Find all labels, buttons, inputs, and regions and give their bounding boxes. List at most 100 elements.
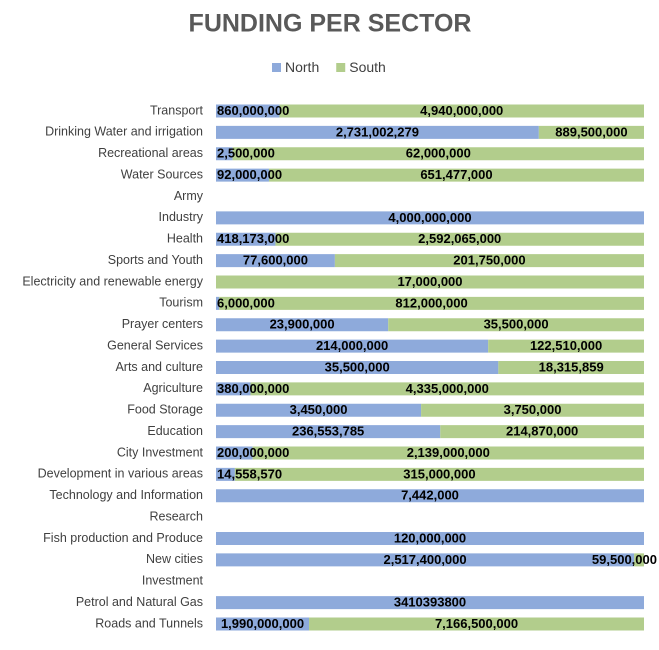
bar-segment (219, 296, 645, 310)
bar-segment (275, 232, 644, 246)
bar-segment (216, 489, 644, 503)
data-label: 122,510,000 (530, 338, 602, 353)
category-label: Food Storage (127, 403, 203, 417)
data-label: 17,000,000 (397, 274, 462, 289)
data-label: 812,000,000 (395, 295, 467, 310)
data-label: 214,000,000 (316, 338, 388, 353)
category-label: Health (167, 232, 203, 246)
bar-segment (250, 382, 644, 396)
chart-title: FUNDING PER SECTOR (189, 10, 472, 38)
category-label: Agriculture (143, 381, 203, 395)
data-label: 200,000,000 (217, 445, 289, 460)
data-label: 214,870,000 (506, 424, 578, 439)
category-label: Development in various areas (38, 467, 203, 481)
bar-segment (216, 104, 280, 118)
bar-segment (334, 254, 644, 268)
data-label: 380,000,000 (217, 381, 289, 396)
category-label: City Investment (117, 445, 204, 459)
data-label: 1,990,000,000 (221, 616, 304, 631)
bar-segment (309, 617, 644, 631)
data-label: 59,500,000 (592, 552, 657, 567)
category-label: Transport (150, 103, 204, 117)
category-label: Recreational areas (98, 146, 203, 160)
category-label: Tourism (159, 296, 203, 310)
data-label: 4,000,000,000 (388, 210, 471, 225)
bar-segment (216, 425, 441, 439)
bar-segment (216, 232, 276, 246)
bar-segment (216, 296, 220, 310)
bar-segment (216, 125, 539, 139)
data-label: 3,750,000 (504, 402, 562, 417)
bar-segment (421, 403, 644, 417)
category-label: Arts and culture (115, 360, 203, 374)
data-label: 889,500,000 (555, 124, 627, 139)
data-label: 2,517,400,000 (383, 552, 466, 567)
data-label: 7,166,500,000 (435, 616, 518, 631)
bar-segment (216, 361, 499, 374)
category-label: Army (174, 189, 204, 203)
data-label: 860,000,000 (217, 103, 289, 118)
data-label: 35,500,000 (325, 359, 390, 374)
bar-segment (268, 168, 644, 182)
data-label: 77,600,000 (243, 253, 308, 268)
bar-segment (216, 446, 253, 460)
data-label: 6,000,000 (217, 295, 275, 310)
data-label: 2,731,002,279 (336, 124, 419, 139)
category-label: New cities (146, 552, 203, 566)
category-label: Industry (159, 210, 204, 224)
bar-segment (216, 254, 335, 268)
category-label: Water Sources (121, 167, 203, 181)
bar-segment (252, 446, 644, 460)
data-label: 35,500,000 (484, 317, 549, 332)
bar-segment (234, 467, 644, 481)
data-label: 2,139,000,000 (407, 445, 490, 460)
bar-segment (498, 361, 644, 374)
category-label: General Services (107, 338, 203, 352)
category-label: Fish production and Produce (43, 531, 203, 545)
data-label: 23,900,000 (270, 317, 335, 332)
bar-segment (232, 147, 644, 161)
data-label: 92,000,000 (217, 167, 282, 182)
bar-segment (440, 425, 644, 439)
category-label: Roads and Tunnels (95, 616, 203, 630)
bar-segment (216, 532, 644, 545)
bar-segment (216, 617, 310, 631)
bar-segment (216, 168, 269, 182)
bar-segment (488, 339, 644, 353)
bar-segment (216, 211, 644, 225)
bar-segment (538, 125, 644, 139)
data-label: 2,500,000 (217, 146, 275, 161)
bar-segment (216, 318, 389, 332)
data-label: 315,000,000 (403, 466, 475, 481)
category-label: Drinking Water and irrigation (45, 125, 203, 139)
data-label: 651,477,000 (420, 167, 492, 182)
data-label: 2,592,065,000 (418, 231, 501, 246)
bar-segment (216, 467, 235, 481)
data-label: 3,450,000 (290, 402, 348, 417)
bar-segment (388, 318, 644, 332)
category-label: Investment (142, 574, 204, 588)
category-label: Prayer centers (122, 317, 203, 331)
data-label: 18,315,859 (539, 359, 604, 374)
data-label: 3410393800 (394, 595, 466, 610)
category-label: Research (150, 509, 204, 523)
legend-swatch (272, 63, 281, 72)
data-label: 236,553,785 (292, 424, 364, 439)
bar-segment (216, 382, 251, 396)
data-label: 7,442,000 (401, 488, 459, 503)
legend-label: South (349, 59, 386, 75)
category-label: Education (147, 424, 203, 438)
data-label: 14,558,570 (217, 466, 282, 481)
bar-segment (279, 104, 644, 118)
bar-segment (216, 147, 233, 161)
legend-swatch (336, 63, 346, 72)
category-label: Electricity and renewable energy (22, 274, 203, 288)
bar-segment (216, 339, 489, 353)
data-label: 4,940,000,000 (420, 103, 503, 118)
category-label: Sports and Youth (108, 253, 203, 267)
bar-segment (216, 403, 422, 417)
data-label: 4,335,000,000 (406, 381, 489, 396)
bar-segment (634, 553, 644, 567)
